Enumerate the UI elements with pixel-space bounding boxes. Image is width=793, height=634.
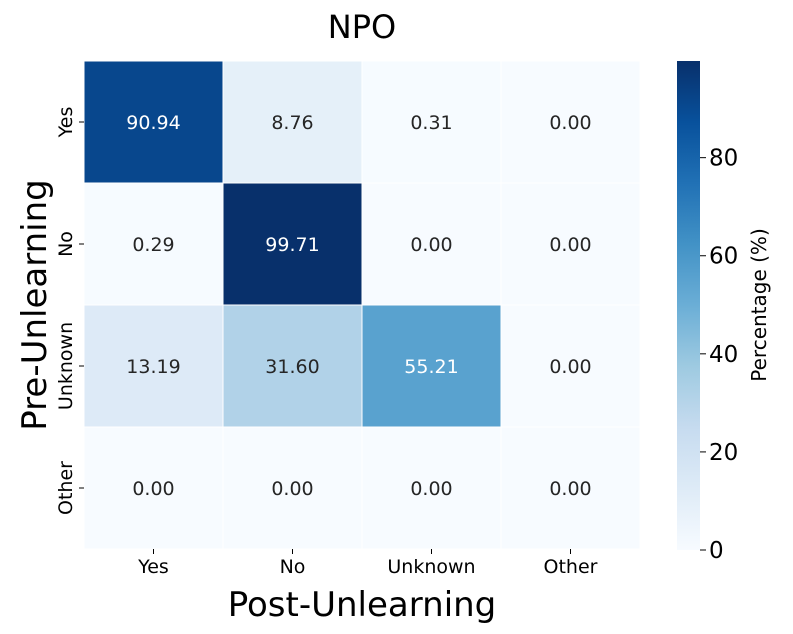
heatmap-cell (222, 426, 363, 550)
heatmap-cell (500, 304, 641, 428)
colorbar-label: Percentage (%) (747, 228, 771, 381)
heatmap-cell (500, 182, 641, 306)
cell-value-label: 0.00 (132, 478, 174, 500)
heatmap-cell (500, 426, 641, 550)
heatmap-cell-labels: 90.94 8.76 0.31 0.00 0.29 99.71 0.00 0.00 13.19 3… (126, 112, 591, 500)
colorbar-tick-label: 40 (709, 342, 738, 368)
x-axis-label: Post-Unlearning (228, 585, 497, 625)
colorbar-tick-label: 20 (709, 440, 738, 466)
heatmap-cell (222, 60, 363, 184)
cell-value-label: 55.21 (404, 356, 458, 378)
colorbar-tick-label: 0 (709, 538, 724, 564)
heatmap-cell (83, 60, 224, 184)
x-tick-label: Other (544, 556, 598, 578)
cell-value-label: 13.19 (126, 356, 180, 378)
cell-value-label: 0.00 (410, 478, 452, 500)
cell-value-label: 0.00 (549, 112, 591, 134)
x-axis-ticks: Yes No Unknown Other (137, 549, 598, 578)
cell-value-label: 0.00 (549, 478, 591, 500)
y-tick-label: Yes (55, 107, 77, 139)
colorbar-ticks: 0 20 40 60 80 (700, 146, 738, 564)
y-tick-label: Other (55, 461, 77, 515)
heatmap-cell (83, 182, 224, 306)
cell-value-label: 31.60 (265, 356, 319, 378)
cell-value-label: 0.00 (271, 478, 313, 500)
cell-value-label: 0.00 (549, 356, 591, 378)
colorbar-tick-label: 80 (709, 146, 738, 172)
colorbar (677, 61, 700, 550)
cell-value-label: 90.94 (126, 112, 180, 134)
heatmap-cell (83, 426, 224, 550)
cell-value-label: 0.31 (410, 112, 452, 134)
heatmap-cell (222, 304, 363, 428)
y-tick-label: Unknown (55, 322, 77, 410)
heatmap-cell (500, 60, 641, 184)
heatmap-cell (222, 182, 363, 306)
heatmap-cell (361, 60, 502, 184)
cell-value-label: 0.29 (132, 234, 174, 256)
x-tick-label: No (280, 556, 306, 578)
y-tick-label: No (55, 231, 77, 257)
colorbar-tick-label: 60 (709, 244, 738, 270)
cell-value-label: 0.00 (410, 234, 452, 256)
x-tick-label: Yes (137, 556, 169, 578)
chart-title: NPO (328, 8, 396, 46)
y-axis-label: Pre-Unlearning (15, 179, 55, 430)
cell-value-label: 0.00 (549, 234, 591, 256)
heatmap-cells (83, 60, 641, 550)
heatmap-cell (361, 426, 502, 550)
cell-value-label: 99.71 (265, 234, 319, 256)
x-tick-label: Unknown (387, 556, 475, 578)
cell-value-label: 8.76 (271, 112, 313, 134)
y-axis-ticks: Yes No Unknown Other (55, 107, 84, 515)
